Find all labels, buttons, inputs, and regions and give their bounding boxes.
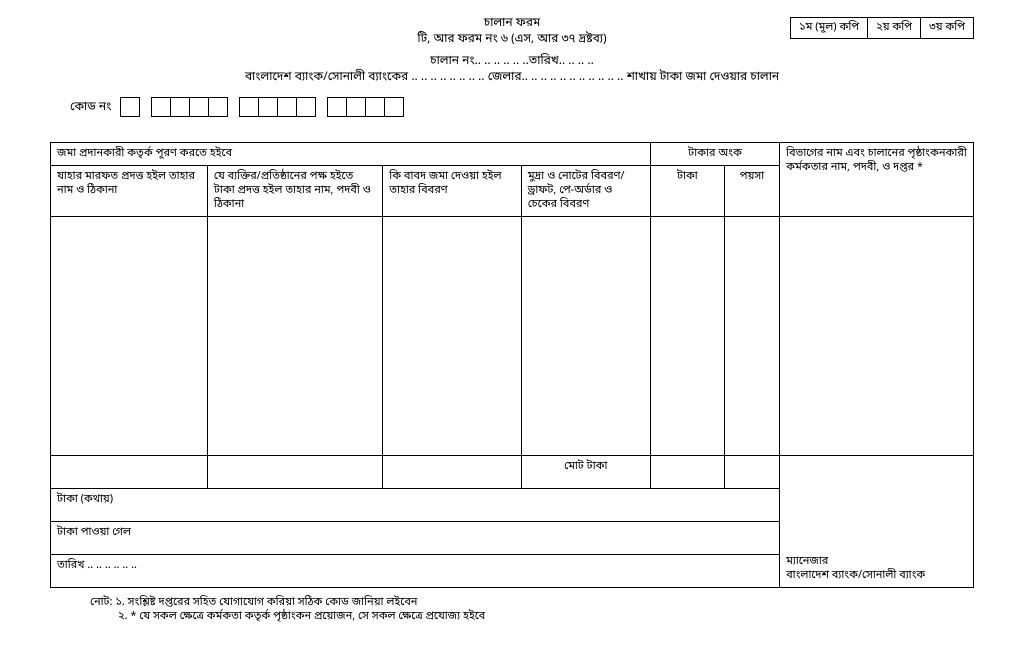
code-label: কোড নং [70,99,111,115]
challan-number-line: চালান নং.. .. .. .. .. ..তারিখ.. .. .. .… [50,53,974,69]
total-poisa[interactable] [724,456,779,489]
cell-via[interactable] [51,217,208,456]
blank-2 [207,456,382,489]
copy-labels: ১ম (মূল) কপি ২য় কপি ৩য় কপি [790,17,974,39]
code-box[interactable] [258,97,278,117]
col-purpose: কি বাবদ জমা দেওয়া হইল তাহার বিবরণ [383,166,521,217]
manager-title: ম্যানেজার [786,555,967,569]
total-label: মোট টাকা [521,456,650,489]
cell-currency[interactable] [521,217,650,456]
col-amount: টাকার অংক [650,143,779,166]
code-box[interactable] [170,97,190,117]
note-1: নোট: ১. সংশ্লিষ্ট দপ্তরের সহিত যোগাযোগ ক… [90,596,974,610]
cell-dept[interactable] [780,217,974,456]
code-box[interactable] [120,97,140,117]
copy-2: ২য় কপি [868,18,921,39]
bank-branch-line: বাংলাদেশ ব্যাংক/সোনালী ব্যাংকের .. .. ..… [50,69,974,85]
note-2: ২. * যে সকল ক্ষেত্রে কর্মকতা কতৃর্ক পৃষ্… [118,610,974,624]
col-poisa: পয়সা [724,166,779,217]
cell-poisa[interactable] [724,217,779,456]
col-taka: টাকা [650,166,724,217]
manager-bank: বাংলাদেশ ব্যাংক/সোনালী ব্যাংক [786,569,967,583]
section-title: জমা প্রদানকারী কতৃর্ক পূরণ করতে হইবে [51,143,651,166]
cell-taka[interactable] [650,217,724,456]
total-taka[interactable] [650,456,724,489]
code-box[interactable] [296,97,316,117]
col-via: যাহার মারফত প্রদত্ত হইল তাহার নাম ও ঠিকা… [51,166,208,217]
code-box[interactable] [189,97,209,117]
footer-notes: নোট: ১. সংশ্লিষ্ট দপ্তরের সহিত যোগাযোগ ক… [90,596,974,624]
code-box[interactable] [365,97,385,117]
blank-1 [51,456,208,489]
code-boxes [121,97,404,117]
main-table: জমা প্রদানকারী কতৃর্ক পূরণ করতে হইবে টাক… [50,142,974,588]
code-box[interactable] [327,97,347,117]
manager-block: ম্যানেজার বাংলাদেশ ব্যাংক/সোনালী ব্যাংক [780,456,974,588]
code-row: কোড নং [70,97,974,117]
col-dept: বিভাগের নাম এবং চালানের পৃষ্ঠাংকনকারী কর… [780,143,974,217]
col-currency: মুদ্রা ও নোটের বিবরণ/ড্রাফট, পে-অর্ডার ও… [521,166,650,217]
code-box[interactable] [277,97,297,117]
date-line[interactable]: তারিখ .. .. .. .. .. .. [51,555,780,588]
copy-1: ১ম (মূল) কপি [791,18,868,39]
cell-payer[interactable] [207,217,382,456]
amount-received[interactable]: টাকা পাওয়া গেল [51,522,780,555]
code-box[interactable] [384,97,404,117]
col-payer: যে ব্যক্তির/প্রতিষ্ঠানের পক্ষ হইতে টাকা … [207,166,382,217]
copy-3: ৩য় কপি [921,18,974,39]
code-box[interactable] [151,97,171,117]
amount-words[interactable]: টাকা (কথায়) [51,489,780,522]
code-box[interactable] [208,97,228,117]
blank-3 [383,456,521,489]
cell-purpose[interactable] [383,217,521,456]
form-header: ১ম (মূল) কপি ২য় কপি ৩য় কপি চালান ফরম ট… [50,15,974,85]
code-box[interactable] [239,97,259,117]
code-box[interactable] [346,97,366,117]
